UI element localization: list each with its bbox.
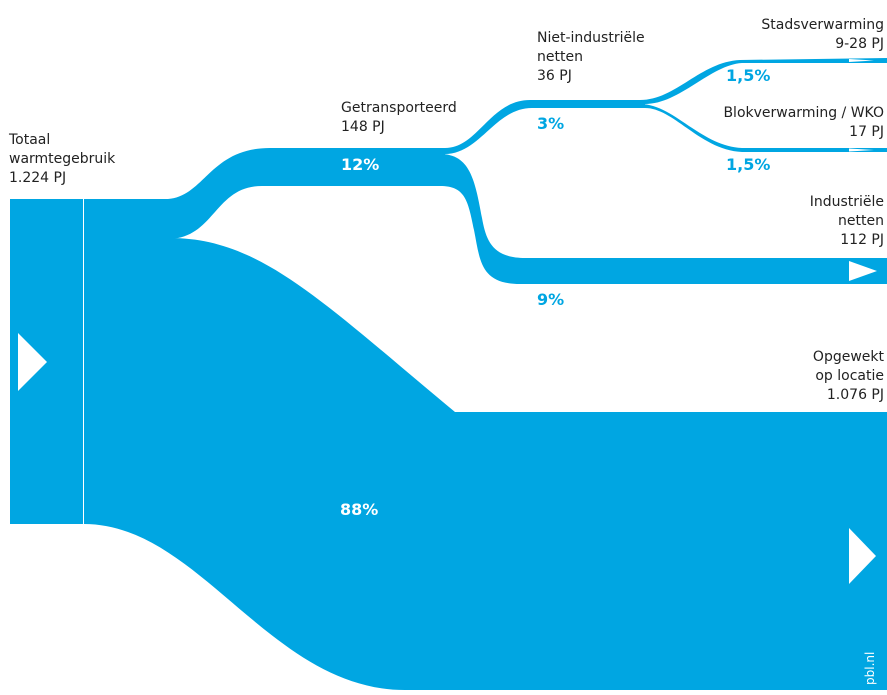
district-heating-value: 9-28 PJ <box>835 36 884 52</box>
arrow-right-icon <box>18 333 47 391</box>
block-heating-share: 1,5% <box>726 155 771 174</box>
flow-transported <box>168 148 445 239</box>
arrow-right-icon <box>849 528 876 584</box>
transported-title: Getransporteerd <box>341 100 457 116</box>
flow-block-heating <box>640 104 887 152</box>
industrial-share: 9% <box>537 290 565 309</box>
on-site-value: 1.076 PJ <box>826 387 884 403</box>
source-title-line2: warmtegebruik <box>9 151 116 167</box>
flow-district-heating <box>640 58 887 104</box>
source-label: Totaal warmtegebruik 1.224 PJ <box>9 131 115 188</box>
source-value: 1.224 PJ <box>9 170 67 186</box>
non-industrial-title-line2: netten <box>537 49 583 65</box>
arrow-right-icon <box>849 261 877 281</box>
block-heating-title: Blokverwarming / WKO <box>723 105 884 121</box>
on-site-title-line1: Opgewekt <box>812 349 884 365</box>
industrial-value: 112 PJ <box>840 232 884 248</box>
arrow-right-icon <box>849 59 874 62</box>
flow-on-site <box>84 238 887 690</box>
district-heating-title: Stadsverwarming <box>761 17 884 33</box>
on-site-label: Opgewekt op locatie 1.076 PJ <box>813 348 884 405</box>
non-industrial-value: 36 PJ <box>537 68 572 84</box>
non-industrial-label: Niet-industriële netten 36 PJ <box>537 29 645 86</box>
district-heating-share: 1,5% <box>726 66 771 85</box>
block-heating-label: Blokverwarming / WKO 17 PJ <box>723 104 884 142</box>
transported-value: 148 PJ <box>341 119 385 135</box>
industrial-title-line2: netten <box>838 213 884 229</box>
block-heating-value: 17 PJ <box>849 124 884 140</box>
transported-share: 12% <box>341 155 380 174</box>
non-industrial-share: 3% <box>537 114 565 133</box>
arrow-right-icon <box>849 148 874 152</box>
source-title-line1: Totaal <box>9 132 51 148</box>
industrial-title-line1: Industriële <box>809 194 884 210</box>
source-credit: pbl.nl <box>863 651 877 685</box>
on-site-title-line2: op locatie <box>815 368 884 384</box>
industrial-label: Industriële netten 112 PJ <box>810 193 884 250</box>
flow-industrial <box>440 154 887 284</box>
transported-label: Getransporteerd 148 PJ <box>341 99 457 137</box>
district-heating-label: Stadsverwarming 9-28 PJ <box>761 16 884 54</box>
on-site-share: 88% <box>340 500 379 519</box>
flow-non-industrial <box>445 100 645 154</box>
non-industrial-title-line1: Niet-industriële <box>537 30 645 46</box>
